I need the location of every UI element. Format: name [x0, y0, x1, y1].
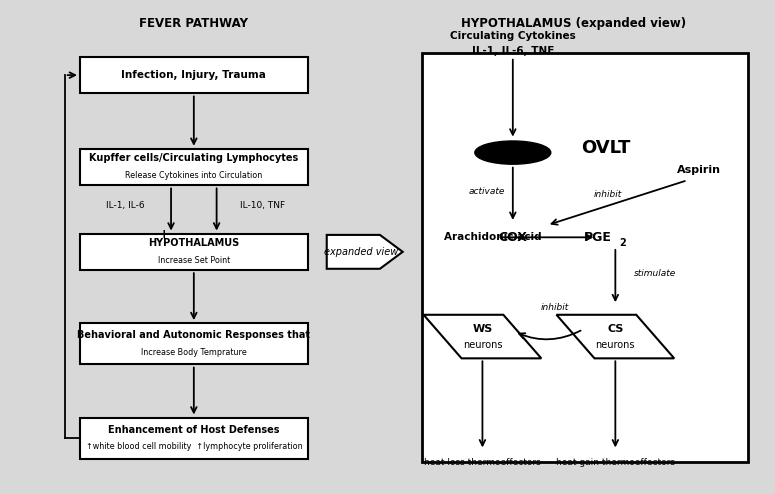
Text: Behavioral and Autonomic Responses that: Behavioral and Autonomic Responses that	[78, 330, 310, 340]
Bar	[80, 323, 308, 365]
Text: neurons: neurons	[596, 340, 635, 350]
Text: heat gain thermoeffectors: heat gain thermoeffectors	[556, 458, 675, 467]
Text: Circulating Cytokines: Circulating Cytokines	[450, 32, 576, 41]
Text: IL-10, TNF: IL-10, TNF	[239, 202, 284, 210]
Text: Kupffer cells/Circulating Lymphocytes: Kupffer cells/Circulating Lymphocytes	[89, 154, 298, 164]
Text: activate: activate	[469, 187, 505, 196]
Text: –: –	[183, 228, 189, 242]
Text: +: +	[158, 228, 169, 242]
Polygon shape	[556, 315, 674, 358]
Bar	[80, 417, 308, 459]
Text: stimulate: stimulate	[634, 269, 677, 278]
Text: ↑white blood cell mobility  ↑lymphocyte proliferation: ↑white blood cell mobility ↑lymphocyte p…	[85, 443, 302, 452]
Text: PGE: PGE	[584, 231, 611, 244]
Text: COX: COX	[498, 231, 527, 244]
Text: 2: 2	[619, 238, 626, 248]
Text: IL-1, IL-6: IL-1, IL-6	[106, 202, 145, 210]
Text: inhibit: inhibit	[594, 190, 622, 199]
Text: Infection, Injury, Trauma: Infection, Injury, Trauma	[122, 70, 267, 80]
Text: Arachidonic acid: Arachidonic acid	[445, 232, 542, 243]
Text: Release Cytokines into Circulation: Release Cytokines into Circulation	[126, 171, 263, 180]
Text: WS: WS	[472, 324, 493, 334]
Text: FEVER PATHWAY: FEVER PATHWAY	[140, 17, 248, 30]
Text: neurons: neurons	[463, 340, 502, 350]
Bar	[80, 57, 308, 93]
Text: CS: CS	[607, 324, 624, 334]
Text: heat loss thermoeffectors: heat loss thermoeffectors	[424, 458, 541, 467]
Bar	[80, 234, 308, 270]
Text: inhibit: inhibit	[540, 303, 569, 312]
Text: Enhancement of Host Defenses: Enhancement of Host Defenses	[108, 424, 280, 435]
Text: Increase Body Temprature: Increase Body Temprature	[141, 348, 246, 357]
Text: Aspirin: Aspirin	[677, 165, 721, 174]
Text: IL-1, IL-6, TNF: IL-1, IL-6, TNF	[472, 46, 554, 56]
Text: HYPOTHALAMUS (expanded view): HYPOTHALAMUS (expanded view)	[461, 17, 686, 30]
Text: OVLT: OVLT	[581, 139, 631, 157]
Ellipse shape	[475, 141, 551, 164]
Polygon shape	[327, 235, 403, 269]
Bar	[422, 53, 749, 462]
Text: Increase Set Point: Increase Set Point	[157, 256, 230, 265]
Polygon shape	[424, 315, 541, 358]
Bar	[80, 149, 308, 185]
Text: HYPOTHALAMUS: HYPOTHALAMUS	[148, 238, 239, 248]
Text: expanded view: expanded view	[324, 247, 398, 257]
